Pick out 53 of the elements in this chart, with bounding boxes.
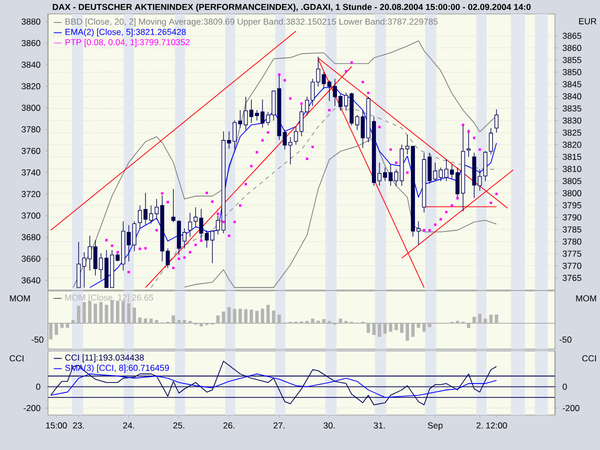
y2-axis-title: CCI: [582, 355, 596, 362]
legend-label: EMA(2) [Close, 5]:3821.265428: [66, 28, 186, 37]
x-tick-label: 30.: [324, 422, 335, 429]
x-tick-label: Sep: [428, 422, 443, 430]
y-axis-title: CCI: [10, 355, 24, 362]
x-tick-label: 12:00: [486, 422, 507, 429]
text: -50: [32, 336, 44, 343]
y-tick-label: 3795: [562, 202, 582, 208]
y2-tick-label: 3720: [22, 190, 40, 198]
x-tick-label: 23.: [73, 422, 84, 429]
y-tick-label: 3765: [562, 274, 582, 281]
y2-tick-label: 3880: [22, 18, 40, 25]
y2-tick-label: 3640: [22, 277, 40, 284]
text: -50: [560, 336, 572, 343]
x-tick-label: 26.: [223, 422, 234, 429]
y-tick-label: 3800: [562, 190, 582, 196]
y-tick-label: 3845: [562, 81, 582, 88]
y-tick-label: 3805: [562, 178, 582, 184]
y-tick-label: 3810: [562, 166, 582, 172]
x-tick-label: 31.: [374, 422, 385, 429]
y-tick-label: 3785: [562, 226, 582, 233]
series-label: MOM [Close, 12]:26.65: [65, 294, 154, 302]
y2-tick-label: 3740: [22, 169, 40, 176]
x-tick-label: 2.: [476, 422, 483, 428]
y-tick-label: 3815: [562, 154, 582, 160]
y2-tick-label: 3700: [22, 212, 40, 219]
y2-tick-label: 3660: [22, 256, 40, 262]
y-axis-title: MOM: [10, 295, 30, 302]
y-tick-label: 3820: [562, 142, 582, 148]
y-axis-title: EUR: [579, 18, 596, 24]
x-tick-label: 15:00: [46, 422, 67, 429]
legend-label: PTP [0.08, 0.04, 1]:3799.710352: [66, 38, 190, 47]
y2-tick-label: 3760: [22, 148, 40, 154]
x-tick-label: 24.: [123, 422, 134, 428]
y2-axis-title: MOM: [576, 295, 596, 302]
legend-label: CCI [11]:193.034438: [65, 354, 144, 362]
y-tick-label: 3860: [562, 44, 582, 51]
y-tick-label: 3790: [562, 214, 582, 220]
y-tick-label: 3825: [562, 130, 582, 136]
y-tick-label: 3835: [562, 105, 582, 112]
legend-label: BBD [Close, 20, 2] Moving Average:3809.69 Upper Band:3832.150215 Lower Band:3787.229785: [66, 18, 438, 26]
y-tick-label: 3865: [562, 32, 582, 39]
y-tick-label: 3780: [562, 238, 582, 245]
y-tick-label: 3840: [562, 93, 582, 100]
y2-tick-label: 3680: [22, 234, 40, 240]
y-tick-label: 3775: [562, 250, 582, 257]
x-tick-label: 25.: [173, 422, 184, 429]
x-tick-label: 27.: [274, 422, 284, 428]
chart-title: DAX - DEUTSCHER AKTIENINDEX (PERFORMANCEINDEX), .GDAXI, 1 Stunde - 20.08.2004 15:00:00 - 02.09.2004 14:0: [52, 4, 531, 12]
y-tick-label: 3770: [562, 262, 582, 269]
y-tick-label: 3850: [562, 69, 582, 76]
y-tick-label: 3855: [562, 56, 582, 64]
y-tick-label: 3830: [562, 117, 582, 124]
